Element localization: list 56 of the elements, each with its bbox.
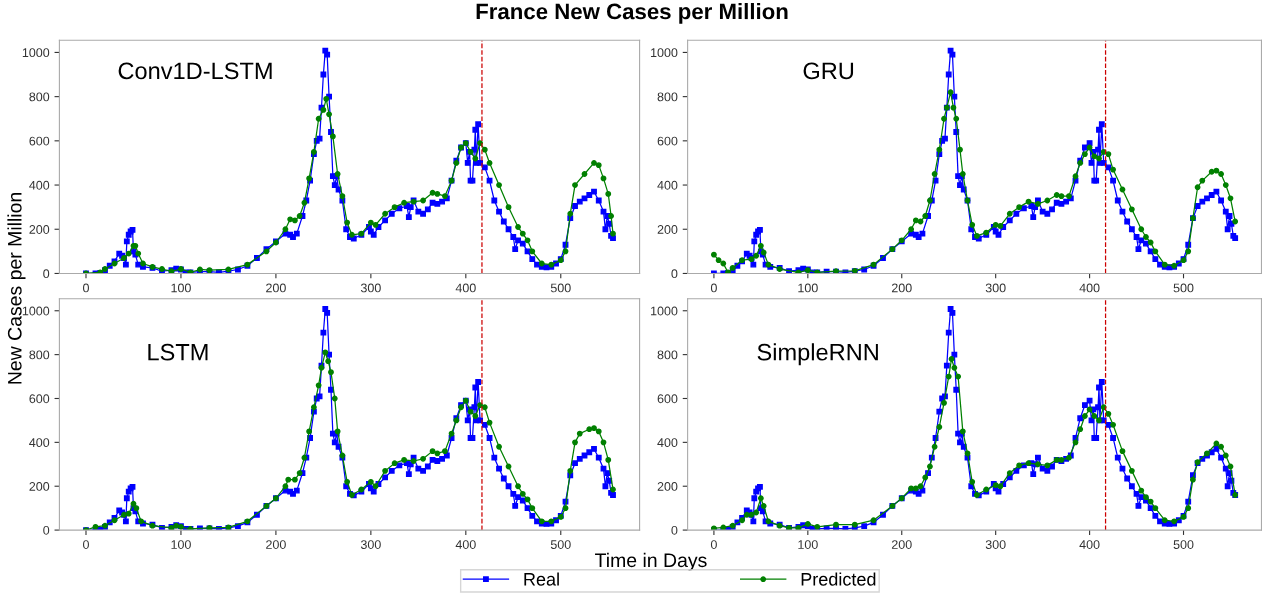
y-tick-label: 200 (29, 225, 50, 234)
y-tick-label: 400 (29, 180, 50, 190)
legend-label: Real (524, 572, 559, 586)
x-tick-label: 300 (985, 540, 1006, 549)
annotation: GRU (803, 62, 854, 80)
x-tick-label: 100 (171, 283, 191, 293)
y-tick-label: 400 (657, 438, 678, 448)
x-tick-label: 200 (891, 540, 912, 549)
y-tick-label: 1000 (651, 48, 678, 58)
y-tick-label: 0 (43, 269, 50, 279)
x-tick-label: 400 (1079, 540, 1100, 549)
annotation: Conv1D-LSTM (118, 62, 272, 80)
y-tick-label: 800 (657, 350, 678, 360)
y-tick-label: 800 (29, 350, 50, 360)
x-tick-label: 200 (266, 540, 286, 549)
chart-title: France New Cases per Million (476, 3, 788, 24)
x-tick-label: 300 (985, 283, 1006, 293)
y-tick-label: 200 (29, 482, 50, 491)
y-tick-label: 800 (657, 92, 678, 102)
x-tick-label: 200 (266, 283, 286, 293)
x-tick-label: 500 (550, 283, 571, 293)
y-tick-label: 800 (29, 92, 50, 102)
y-tick-label: 1000 (22, 48, 50, 58)
x-tick-label: 500 (1173, 540, 1194, 549)
x-tick-label: 0 (710, 540, 717, 549)
x-axis-title: Time in Days (595, 552, 707, 571)
x-tick-label: 0 (83, 540, 89, 549)
annotation: LSTM (148, 343, 208, 361)
y-tick-label: 0 (671, 269, 678, 279)
y-tick-label: 600 (29, 394, 50, 404)
y-tick-label: 200 (657, 482, 678, 491)
y-tick-label: 0 (43, 525, 50, 535)
y-tick-label: 0 (671, 525, 678, 535)
y-tick-label: 600 (29, 136, 50, 146)
legend-label: Predicted (801, 572, 876, 586)
y-tick-label: 400 (29, 438, 50, 448)
annotation: SimpleRNN (757, 343, 878, 366)
x-tick-label: 0 (710, 283, 717, 293)
x-tick-label: 400 (455, 540, 476, 549)
x-tick-label: 300 (360, 540, 381, 549)
x-tick-label: 500 (1173, 283, 1194, 293)
y-tick-label: 200 (657, 225, 678, 234)
x-tick-label: 400 (455, 283, 476, 293)
y-tick-label: 1000 (651, 306, 678, 316)
x-tick-label: 200 (891, 283, 912, 293)
x-tick-label: 100 (171, 540, 191, 549)
x-tick-label: 500 (550, 540, 571, 549)
y-tick-label: 1000 (22, 306, 50, 316)
x-tick-label: 400 (1079, 283, 1100, 293)
x-tick-label: 100 (798, 283, 818, 293)
x-tick-label: 100 (798, 540, 818, 549)
x-tick-label: 0 (83, 283, 89, 293)
y-tick-label: 400 (657, 180, 678, 190)
y-tick-label: 600 (657, 394, 678, 404)
y-tick-label: 600 (657, 136, 678, 146)
x-tick-label: 300 (360, 283, 381, 293)
